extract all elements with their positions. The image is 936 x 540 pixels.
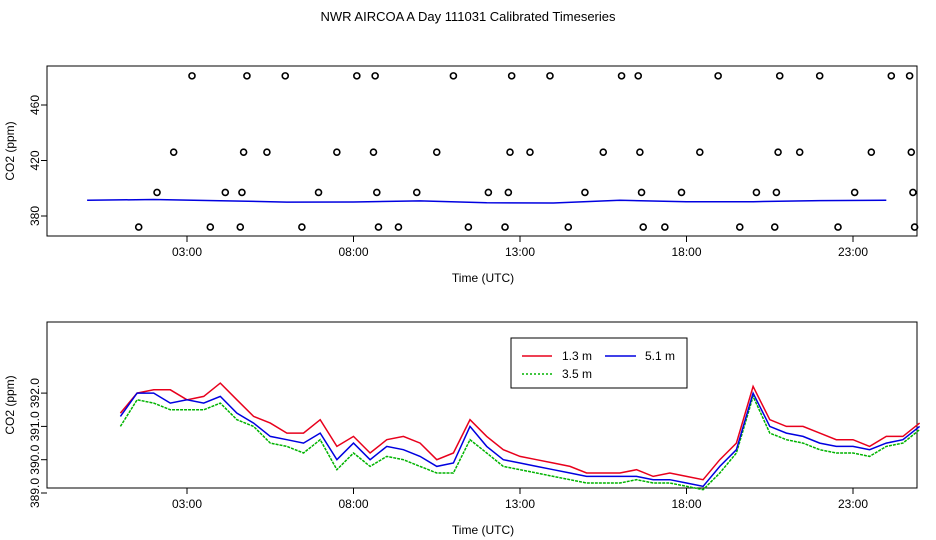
calibration-point — [815, 72, 824, 80]
calibration-point — [907, 148, 916, 156]
calibration-point — [243, 72, 251, 80]
calibration-point — [353, 72, 361, 80]
legend: 1.3 m 5.1 m 3.5 m — [510, 337, 688, 389]
calibration-point — [887, 72, 896, 80]
baseline-series-line — [87, 198, 887, 204]
calibration-point — [867, 148, 876, 156]
calibration-point — [617, 72, 626, 80]
panel-2-xtick-label: 18:00 — [671, 497, 701, 511]
calibration-point — [239, 148, 248, 156]
calibration-point — [263, 148, 271, 156]
panel-1-xtick-label: 08:00 — [338, 245, 368, 259]
calibration-point — [637, 188, 646, 197]
panel-calibration: 03:00 08:00 13:00 18:00 23:00 380 420 460 Time … — [3, 65, 919, 285]
panel-2-xlabel: Time (UTC) — [452, 523, 514, 537]
panel-2-xtick-label: 08:00 — [338, 497, 368, 511]
calibration-point — [696, 148, 704, 156]
calibration-point — [774, 148, 782, 156]
calibration-point — [169, 148, 178, 156]
legend-label-3-5m: 3.5 m — [562, 367, 592, 381]
panel-1-xtick-label: 23:00 — [838, 245, 868, 259]
calibration-point — [506, 148, 514, 156]
calibration-point — [905, 72, 914, 80]
calibration-point — [206, 223, 215, 231]
calibration-point — [314, 188, 323, 197]
calibration-point — [298, 223, 306, 231]
calibration-point — [464, 223, 473, 231]
panel-1-ylabel: CO2 (ppm) — [3, 121, 17, 180]
panel-2-frame — [46, 321, 918, 489]
calibration-point — [394, 223, 403, 231]
panel-2-xtick-label: 03:00 — [172, 497, 202, 511]
calibration-point — [281, 72, 290, 80]
calibration-point — [599, 148, 608, 156]
calibration-point — [484, 188, 493, 197]
calibration-point — [581, 188, 589, 197]
series-line-3-5-m — [119, 394, 921, 491]
panel-2-ytick-label: 391.0 — [28, 411, 42, 441]
calibration-point — [677, 188, 686, 197]
calibration-point — [507, 72, 516, 80]
calibration-point — [834, 223, 842, 231]
panel-2-xtick-label: 13:00 — [505, 497, 535, 511]
legend-label-5-1m: 5.1 m — [645, 349, 675, 363]
panel-2-ytick-label: 390.0 — [28, 444, 42, 474]
calibration-point — [238, 188, 246, 197]
calibration-point — [134, 223, 143, 231]
calibration-point — [526, 148, 534, 156]
panel-1-xtick-label: 03:00 — [172, 245, 202, 259]
series-line-5-1-m — [119, 391, 921, 488]
calibration-point — [236, 223, 245, 231]
calibration-point — [850, 188, 859, 197]
calibration-point — [504, 188, 513, 197]
panel-1-ytick-label: 460 — [28, 95, 42, 115]
calibration-point — [501, 223, 509, 231]
calibration-point — [910, 223, 919, 231]
calibration-point — [371, 72, 379, 80]
calibration-point — [373, 188, 381, 197]
calibration-point — [639, 223, 648, 231]
legend-label-1-3m: 1.3 m — [562, 349, 592, 363]
calibration-point — [634, 72, 643, 80]
panel-1-frame — [46, 65, 918, 237]
calibration-point — [412, 188, 421, 197]
legend-box — [510, 337, 688, 389]
calibration-point — [636, 148, 644, 156]
panel-1-ytick-label: 380 — [28, 206, 42, 226]
panel-2-ytick-label: 392.0 — [28, 378, 42, 408]
panel-timeseries: 03:00 08:00 13:00 18:00 23:00 389.0 390.0 391.0… — [3, 321, 921, 537]
calibration-point — [333, 148, 341, 156]
calibration-point — [188, 72, 196, 80]
panel-1-xlabel: Time (UTC) — [452, 271, 514, 285]
calibration-point — [714, 72, 722, 80]
panel-2-ytick-label: 389.0 — [28, 478, 42, 508]
calibration-point — [661, 223, 669, 231]
calibration-point — [369, 148, 378, 156]
calibration-point — [221, 188, 230, 197]
panel-1-xtick-label: 18:00 — [671, 245, 701, 259]
calibration-point — [795, 148, 804, 156]
calibration-point — [374, 223, 383, 231]
calibration-point — [909, 188, 917, 197]
calibration-point — [153, 188, 161, 197]
calibration-point — [449, 72, 458, 80]
series-line-1-3-m — [119, 382, 921, 481]
chart-title: NWR AIRCOA A Day 111031 Calibrated Times… — [320, 9, 616, 24]
calibration-point — [432, 148, 441, 156]
calibration-point — [735, 223, 744, 231]
calibration-point — [775, 72, 784, 80]
panel-2-ylabel: CO2 (ppm) — [3, 375, 17, 434]
calibration-point — [772, 188, 781, 197]
panel-2-xtick-label: 23:00 — [838, 497, 868, 511]
panel-1-ytick-label: 420 — [28, 150, 42, 170]
calibration-point — [770, 223, 779, 231]
calibration-point — [752, 188, 761, 197]
calibration-point — [546, 72, 554, 80]
calibration-point — [564, 223, 573, 231]
panel-1-xtick-label: 13:00 — [505, 245, 535, 259]
